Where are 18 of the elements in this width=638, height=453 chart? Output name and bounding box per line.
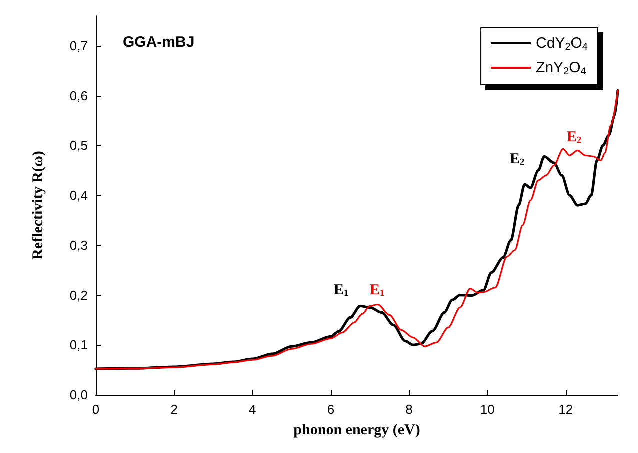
y-tick-label: 0,7 <box>70 38 88 54</box>
y-tick-label: 0,5 <box>70 138 88 154</box>
y-tick-label: 0,0 <box>70 388 88 402</box>
x-tick-label: 12 <box>558 402 574 417</box>
y-axis-title: Reflectivity R(ω) <box>30 151 46 260</box>
x-tick-label: 4 <box>249 402 256 417</box>
text: GGA-mBJ <box>123 34 195 51</box>
x-tick-label: 2 <box>170 402 178 417</box>
y-tick-label: 0,2 <box>70 288 88 303</box>
y-tick-label: 0,6 <box>70 88 88 104</box>
x-tick-label: 0 <box>92 402 100 417</box>
x-tick-label: 8 <box>406 402 413 417</box>
y-tick-label: 0,1 <box>70 338 88 353</box>
y-tick-label: 0,4 <box>70 188 88 204</box>
x-axis-title: phonon energy (eV) <box>294 422 420 438</box>
x-tick-label: 6 <box>327 402 335 417</box>
x-tick-label: 10 <box>480 402 495 417</box>
y-tick-label: 0,3 <box>70 238 88 253</box>
